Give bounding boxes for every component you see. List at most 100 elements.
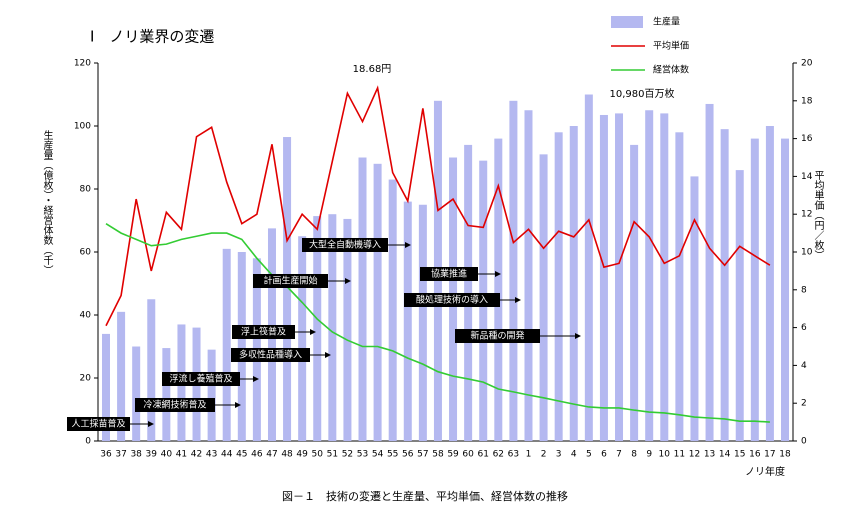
y-tick-label: 60 [80, 248, 92, 258]
legend-label: 経営体数 [653, 64, 689, 76]
x-tick-label: 38 [130, 450, 142, 460]
y2-tick-label: 14 [801, 172, 813, 182]
x-tick-label: 63 [508, 450, 519, 460]
bar [569, 126, 578, 441]
y-axis-label: 生産量（億枚）・経営体数（千） [41, 129, 53, 275]
bar [147, 299, 156, 441]
x-tick-label: 45 [236, 450, 247, 460]
annotation: 人工採苗普及 [71, 418, 125, 430]
line [105, 85, 771, 327]
bar [524, 110, 533, 441]
x-axis-label: ノリ年度 [745, 465, 785, 478]
x-tick-label: 4 [571, 450, 577, 460]
annotation: 浮流し養殖普及 [169, 373, 232, 385]
x-tick-label: 48 [281, 450, 293, 460]
bar [418, 204, 427, 441]
bar [660, 113, 669, 442]
y2-tick-label: 18 [801, 96, 813, 106]
y2-tick-label: 8 [801, 285, 807, 295]
bar [283, 137, 292, 441]
bar [328, 214, 337, 441]
annotation-box [420, 267, 478, 281]
bar [298, 236, 307, 441]
bar [132, 346, 141, 441]
bar [358, 157, 367, 441]
x-tick-label: 5 [586, 450, 592, 460]
x-tick-label: 37 [115, 450, 126, 460]
annotation-box [231, 348, 310, 362]
bar [554, 132, 563, 442]
x-tick-label: 62 [493, 450, 504, 460]
line [105, 222, 770, 423]
y2-tick-label: 6 [801, 323, 807, 333]
x-tick-label: 43 [206, 450, 217, 460]
bar [509, 100, 518, 442]
x-tick-label: 36 [100, 450, 112, 460]
bar [102, 333, 110, 441]
annotation-box [404, 293, 500, 307]
bar [690, 176, 699, 441]
x-tick-label: 60 [462, 450, 474, 460]
annotation: 浮上筏普及 [241, 326, 286, 338]
bar [765, 126, 774, 441]
x-tick-label: 51 [327, 450, 338, 460]
bar [750, 138, 759, 441]
bar [464, 144, 473, 441]
y2-axis-label: 平均単価（円／枚） [812, 170, 824, 260]
x-tick-label: 40 [161, 450, 173, 460]
bar [720, 129, 729, 441]
annotation-box [162, 372, 240, 386]
note: 18.68円 [353, 64, 392, 75]
x-tick-label: 41 [176, 450, 187, 460]
x-tick-label: 8 [631, 450, 637, 460]
y-tick-label: 0 [85, 437, 91, 447]
x-tick-label: 58 [432, 450, 444, 460]
annotation-box [135, 398, 215, 412]
caption: 図－１ 技術の変遷と生産量、平均単価、経営体数の推移 [282, 489, 568, 503]
y2-tick-label: 2 [801, 399, 807, 409]
x-tick-label: 18 [779, 450, 791, 460]
note: 10,980百万枚 [610, 87, 675, 100]
annotation: 多収性品種導入 [239, 349, 302, 361]
annotation: 酸処理技術の導入 [416, 294, 488, 306]
x-tick-label: 3 [556, 450, 562, 460]
x-tick-label: 53 [357, 450, 368, 460]
bar [207, 349, 216, 441]
y-tick-label: 120 [74, 59, 91, 69]
x-tick-label: 39 [146, 450, 158, 460]
x-tick-label: 6 [601, 450, 607, 460]
x-tick-label: 14 [719, 450, 731, 460]
x-tick-label: 47 [266, 450, 277, 460]
y2-tick-label: 16 [801, 134, 813, 144]
legend-label: 生産量 [653, 16, 680, 28]
x-tick-label: 46 [251, 450, 263, 460]
bar [403, 201, 412, 441]
annotation-box [67, 417, 130, 431]
y-tick-label: 80 [80, 185, 92, 195]
bar [373, 163, 382, 442]
x-tick-label: 17 [764, 450, 775, 460]
y-tick-label: 100 [74, 122, 91, 132]
bar [781, 138, 789, 441]
annotation-box [232, 325, 295, 339]
x-tick-label: 57 [417, 450, 428, 460]
bar [675, 132, 684, 442]
annotation-box [253, 274, 328, 288]
x-tick-label: 16 [749, 450, 761, 460]
y-tick-label: 40 [80, 311, 92, 321]
x-tick-label: 52 [342, 450, 353, 460]
x-tick-label: 56 [402, 450, 414, 460]
bar [237, 252, 246, 441]
x-tick-label: 1 [526, 450, 532, 460]
x-tick-label: 13 [704, 450, 715, 460]
annotation: 計画生産開始 [263, 275, 317, 287]
y2-tick-label: 4 [801, 361, 807, 371]
y2-tick-label: 20 [801, 59, 813, 69]
legend-label: 平均単価 [653, 40, 689, 52]
x-tick-label: 11 [674, 450, 685, 460]
bar [584, 94, 593, 441]
x-tick-label: 54 [372, 450, 384, 460]
bar [343, 218, 352, 441]
x-tick-label: 50 [312, 450, 324, 460]
